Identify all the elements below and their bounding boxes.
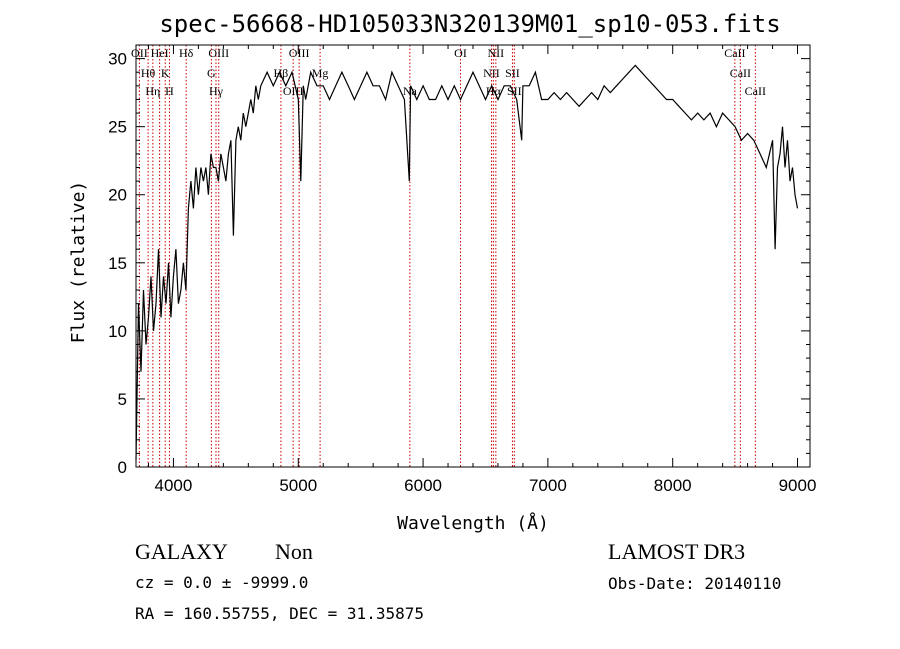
emission-line-label: OIII xyxy=(283,84,304,98)
emission-line-label: CaII xyxy=(745,84,766,98)
x-tick-label: 9000 xyxy=(779,476,817,495)
emission-line-label: Hγ xyxy=(209,84,224,98)
obs-date: Obs-Date: 20140110 xyxy=(608,574,781,593)
emission-line-label: Hβ xyxy=(274,66,289,80)
object-subclass: Non xyxy=(275,539,313,564)
emission-line-label: Hθ xyxy=(141,66,156,80)
x-tick-label: 7000 xyxy=(529,476,567,495)
emission-line-label: NII xyxy=(483,66,500,80)
emission-line-label: Hδ xyxy=(179,46,194,60)
plot-frame xyxy=(135,44,811,468)
redshift-cz: cz = 0.0 ± -9999.0 xyxy=(135,573,308,592)
survey-name: LAMOST DR3 xyxy=(608,539,745,564)
y-tick-label: 20 xyxy=(108,186,127,205)
emission-line-label: K xyxy=(161,66,170,80)
emission-line-label: Hη xyxy=(145,84,160,98)
emission-line-label: HeI xyxy=(151,46,169,60)
emission-line-label: SII xyxy=(505,66,520,80)
y-tick-label: 0 xyxy=(118,458,127,477)
emission-line-label: OII xyxy=(131,46,148,60)
y-axis: 0 5 10 15 20 25 30 xyxy=(108,50,810,477)
x-tick-label: 4000 xyxy=(155,476,193,495)
y-tick-label: 5 xyxy=(118,390,127,409)
ra-dec: RA = 160.55755, DEC = 31.35875 xyxy=(135,604,424,623)
emission-line-label: H xyxy=(165,84,174,98)
x-tick-label: 8000 xyxy=(654,476,692,495)
emission-line-label: OIII xyxy=(289,46,310,60)
emission-line-label: G xyxy=(207,66,216,80)
emission-line-label: OI xyxy=(454,46,467,60)
y-tick-label: 10 xyxy=(108,322,127,341)
object-class: GALAXY xyxy=(135,539,228,564)
x-axis-label: Wavelength (Å) xyxy=(397,512,549,534)
emission-line-markers xyxy=(138,45,756,467)
x-tick-label: 5000 xyxy=(279,476,317,495)
emission-line-label: CaII xyxy=(724,46,745,60)
y-axis-label: Flux (relative) xyxy=(68,181,89,344)
x-axis: 4000 5000 6000 7000 8000 9000 xyxy=(147,45,817,495)
y-tick-label: 15 xyxy=(108,254,127,273)
emission-line-labels: OIIHθHηHeIKHHδGHγOIIIHβOIIIOIIIMgNaOINII… xyxy=(131,46,766,98)
chart-title: spec-56668-HD105033N320139M01_sp10-053.f… xyxy=(159,10,780,38)
emission-line-label: NII xyxy=(488,46,505,60)
emission-line-label: Mg xyxy=(312,66,329,80)
x-tick-label: 6000 xyxy=(404,476,442,495)
y-tick-label: 30 xyxy=(108,50,127,69)
emission-line-label: CaII xyxy=(730,66,751,80)
y-tick-label: 25 xyxy=(108,118,127,137)
emission-line-label: OIII xyxy=(208,46,229,60)
spectrum-line xyxy=(135,64,799,461)
